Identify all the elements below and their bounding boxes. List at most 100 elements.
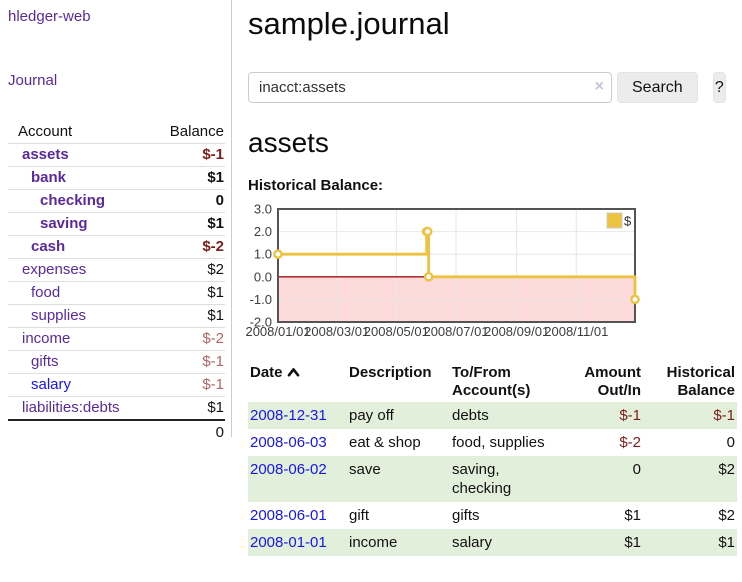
svg-text:-2.0: -2.0 [250,315,272,330]
transaction-description: eat & shop [349,434,421,451]
account-link-assets[interactable]: assets [22,146,69,163]
account-link-bank[interactable]: bank [31,169,67,186]
account-balance-value: $-1 [202,146,224,163]
transaction-date-cell: 2008-12-31 [248,402,347,429]
account-name-cell: checking [8,190,153,213]
transaction-date-link[interactable]: 2008-12-31 [250,407,327,424]
accounts-balance-table: Account Balance assets $-1 bank $1 checking 0… [8,120,225,445]
transaction-description: income [349,534,398,551]
account-balance-value: $-1 [202,376,224,393]
account-link-saving[interactable]: saving [40,215,88,232]
data-point-marker [630,294,640,305]
svg-text:3.0: 3.0 [254,202,272,217]
svg-text:-1.0: -1.0 [250,292,272,307]
account-balance-value: $1 [207,169,224,186]
transaction-amount: $-2 [619,434,641,451]
account-balance-value: $1 [207,284,224,301]
clear-search-icon[interactable]: × [594,78,604,95]
search-field-wrap: × [248,72,612,103]
account-name-cell: cash [8,236,153,259]
register-table: Date Description To/From Account(s) Amou… [248,362,737,556]
sort-asc-icon [287,364,300,382]
transaction-amount: $1 [624,534,641,551]
account-link-checking[interactable]: checking [40,192,106,209]
account-row: checking 0 [8,189,225,213]
account-row: cash $-2 [8,235,225,259]
transaction-date-link[interactable]: 2008-01-01 [250,534,327,551]
accounts-header-row: Account Balance [8,120,225,144]
chart-title: Historical Balance: [248,177,384,194]
sidebar: hledger-web Journal Account Balance asse… [0,0,232,441]
account-balance-value: $-1 [202,353,224,370]
date-column-header[interactable]: Date [248,362,347,402]
legend-swatch [606,212,623,229]
account-link-gifts[interactable]: gifts [31,353,59,370]
transaction-amount: 0 [632,461,641,478]
data-point-marker [273,249,283,260]
transaction-amount: $1 [624,507,641,524]
transaction-amount: $-1 [619,407,641,424]
account-balance-value: $1 [207,399,224,416]
search-input[interactable] [248,72,612,103]
search-button[interactable]: Search [617,72,698,103]
data-point-marker [422,226,433,237]
account-link-supplies[interactable]: supplies [31,307,87,324]
svg-text:2008/09/01: 2008/09/01 [484,324,549,339]
balance-column-header-register: Historical Balance [666,364,735,399]
legend-label: $ [624,214,632,229]
transaction-row: 2008-06-03 eat & shop food, supplies $-2 0 [248,429,737,456]
account-link-salary[interactable]: salary [31,376,72,393]
account-link-liabilities-debts[interactable]: liabilities:debts [22,399,120,416]
nav-journal-link[interactable]: Journal [8,72,58,89]
app-brand-link[interactable]: hledger-web [8,8,91,25]
svg-text:1.0: 1.0 [254,247,272,262]
account-name-cell: food [8,282,153,305]
account-link-food[interactable]: food [31,284,61,301]
svg-text:2008/07/01: 2008/07/01 [423,324,488,339]
transaction-balance: $1 [718,534,735,551]
account-row: saving $1 [8,212,225,236]
transaction-date-link[interactable]: 2008-06-03 [250,434,327,451]
account-name-cell: expenses [8,259,153,282]
account-balance-value: $1 [207,307,224,324]
account-name-cell: income [8,328,153,351]
historical-balance-chart: $3.0 2.0 1.0 0.0 -1.0 -2.0 2008/01/01 2008/03/0… [245,200,726,342]
svg-text:2008/11/01: 2008/11/01 [544,324,608,339]
total-spacer [8,420,153,445]
transaction-row: 2008-06-02 save saving, checking 0 $2 [248,456,737,502]
transaction-date-link[interactable]: 2008-06-02 [250,461,327,478]
transaction-balance: $-1 [713,407,735,424]
account-link-expenses[interactable]: expenses [22,261,87,278]
help-button[interactable]: ? [712,72,726,103]
account-row: liabilities:debts $1 [8,396,225,421]
transaction-balance: $2 [718,507,735,524]
account-row: supplies $1 [8,304,225,328]
data-point-marker [423,272,434,282]
transaction-description: gift [349,507,370,524]
page-title: sample.journal [248,6,450,41]
search-form: × Search ? [248,72,726,103]
svg-text:0.0: 0.0 [254,269,272,284]
transaction-date-link[interactable]: 2008-06-01 [250,507,327,524]
svg-text:2008/01/01: 2008/01/01 [245,324,310,339]
account-link-cash[interactable]: cash [31,238,66,255]
svg-text:2.0: 2.0 [254,224,272,239]
transaction-description: save [349,461,381,478]
accounts-total-row: 0 [8,420,225,445]
account-balance-value: 0 [215,192,224,209]
chart-canvas: $3.0 2.0 1.0 0.0 -1.0 -2.02008/01/012008/03/0… [245,202,640,339]
transaction-date-cell: 2008-06-03 [248,429,347,456]
accounts-column-header: To/From Account(s) [452,364,531,399]
account-name-cell: gifts [8,351,153,374]
hledger-web-app: hledger-web Journal Account Balance asse… [0,0,737,556]
balance-column-header: Balance [169,123,224,140]
transaction-accounts: saving, checking [452,461,512,497]
account-link-income[interactable]: income [22,330,71,347]
account-name-cell: bank [8,167,153,190]
account-balance-value: $-2 [202,238,224,255]
account-balance-value: $2 [207,261,224,278]
transaction-row: 2008-01-01 income salary $1 $1 [248,529,737,556]
amount-column-header: Amount Out/In [584,364,641,399]
account-name-cell: salary [8,374,153,397]
transaction-row: 2008-06-01 gift gifts $1 $2 [248,502,737,529]
